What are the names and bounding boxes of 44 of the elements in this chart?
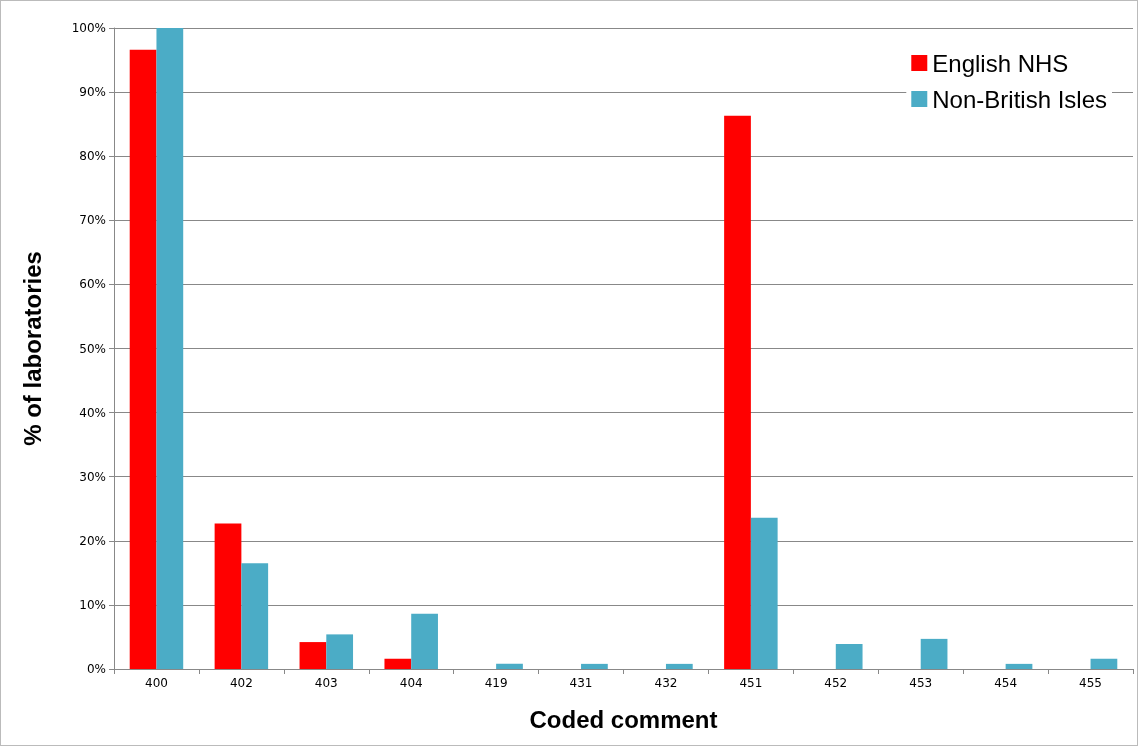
bar (299, 642, 327, 669)
y-axis-title: % of laboratories (18, 251, 46, 446)
x-axis-title: Coded comment (529, 705, 718, 733)
y-tick-label: 30% (79, 469, 106, 484)
bar (835, 644, 863, 669)
x-tick-label: 403 (314, 676, 338, 690)
bar (384, 658, 412, 669)
bar (156, 28, 184, 669)
bar (581, 663, 608, 669)
x-tick-label: 402 (229, 676, 253, 690)
x-tick-label: 404 (399, 676, 423, 690)
y-tick-label: 90% (79, 85, 106, 100)
y-tick-label: 20% (79, 533, 106, 548)
legend-label: English NHS (932, 49, 1069, 77)
bar (1005, 663, 1033, 669)
legend-label: Non-British Isles (932, 85, 1107, 113)
bar (920, 638, 948, 669)
y-tick-label: 70% (79, 213, 106, 228)
bar (214, 523, 242, 669)
x-tick-label: 452 (824, 676, 848, 690)
x-tick-label: 400 (145, 676, 168, 690)
bar (129, 49, 157, 669)
x-tick-label: 432 (654, 676, 678, 690)
x-tick-label: 454 (994, 676, 1018, 690)
bar (411, 613, 438, 669)
bar (1090, 658, 1118, 669)
y-tick-label: 10% (79, 597, 106, 612)
x-tick-label: 453 (909, 676, 933, 690)
bar (750, 517, 778, 669)
bar (496, 663, 523, 669)
y-tick-label: 60% (79, 277, 106, 292)
y-tick-label: 80% (79, 149, 106, 164)
bar (241, 563, 269, 669)
x-tick-label: 431 (569, 676, 593, 690)
y-tick-label: 0% (86, 662, 106, 676)
bar (326, 634, 354, 669)
y-tick-label: 50% (79, 341, 106, 356)
x-tick-label: 455 (1079, 676, 1102, 690)
bar (665, 663, 693, 669)
y-tick-label: 40% (79, 405, 106, 420)
bar (724, 115, 751, 669)
y-tick-label: 100% (71, 21, 106, 35)
x-tick-label: 419 (484, 676, 508, 690)
x-tick-label: 451 (739, 676, 763, 690)
